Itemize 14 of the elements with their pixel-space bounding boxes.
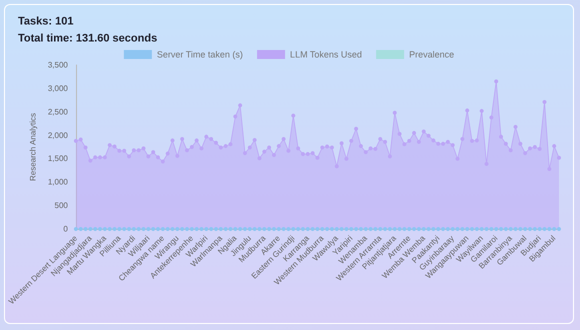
legend-label: LLM Tokens Used [290, 50, 362, 60]
legend-label: Prevalence [409, 50, 454, 60]
y-tick-label: 3,500 [48, 60, 68, 70]
y-tick-label: 1,000 [48, 178, 68, 187]
chart-subtitle: Total time: 131.60 seconds [18, 32, 158, 44]
y-tick-label: 500 [54, 201, 68, 210]
legend-label: Server Time taken (s) [156, 50, 243, 60]
chart-title: Tasks: 101 [18, 16, 74, 28]
y-tick-label: 1,500 [48, 154, 68, 164]
y-tick-label: 3,000 [48, 84, 68, 93]
y-tick-label: 2,500 [48, 107, 68, 116]
y-axis-title: Research Analytics [28, 112, 38, 182]
y-tick-label: 0 [63, 224, 68, 234]
y-tick-label: 2,000 [48, 130, 68, 140]
